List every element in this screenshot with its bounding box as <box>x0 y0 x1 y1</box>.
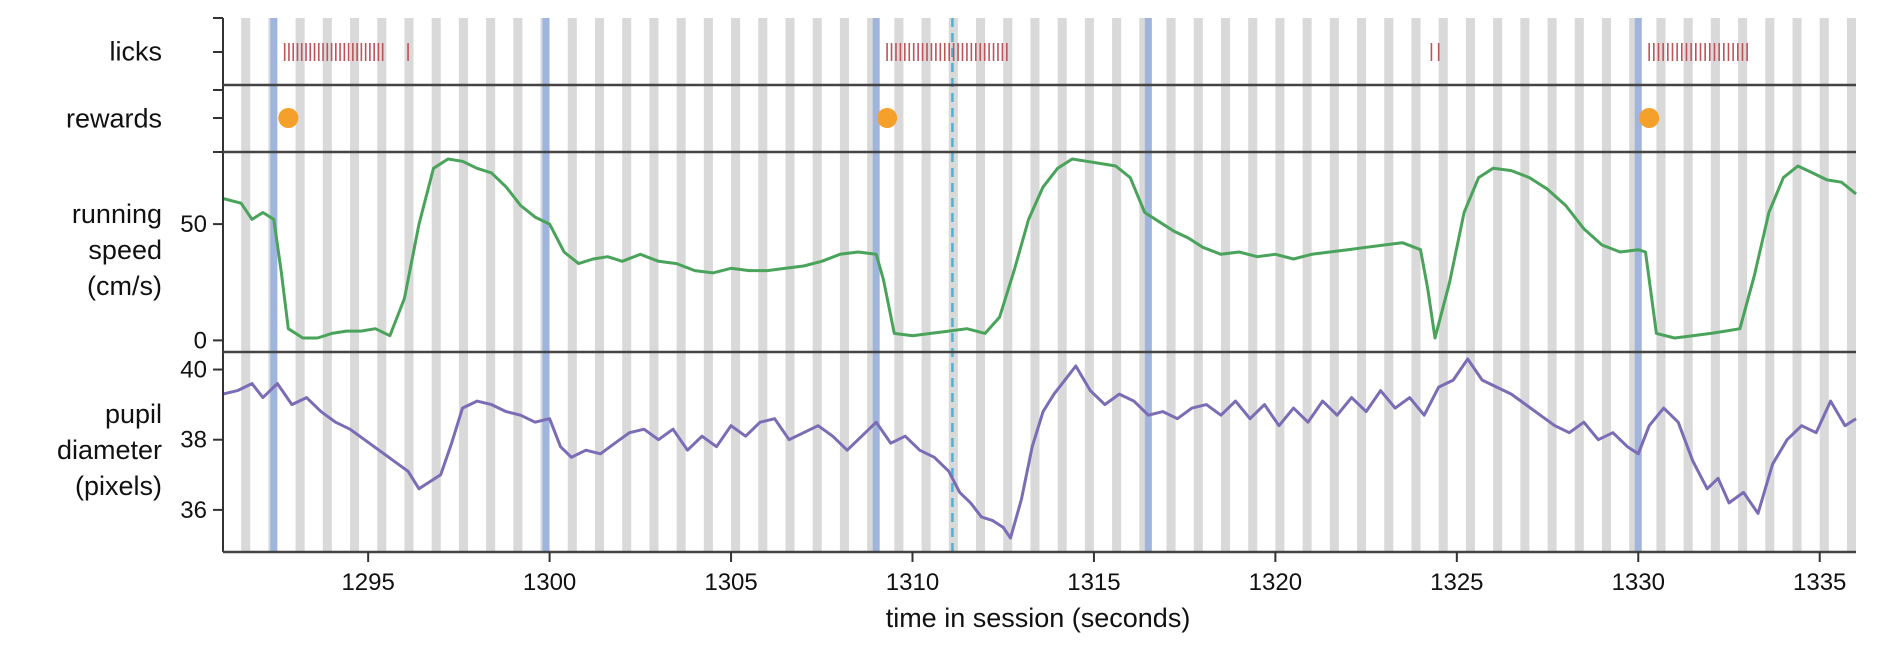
stimulus-flash <box>350 18 360 552</box>
y-tick-label-running: 0 <box>194 327 207 354</box>
stimulus-flash <box>1819 18 1829 552</box>
stimulus-flash <box>622 18 632 552</box>
stimulus-flash <box>1411 18 1421 552</box>
stimulus-flash <box>894 18 904 552</box>
x-tick-label: 1305 <box>704 569 757 596</box>
stimulus-flash <box>1574 18 1584 552</box>
x-tick-label: 1320 <box>1249 569 1302 596</box>
x-tick-label: 1295 <box>341 569 394 596</box>
stimulus-flash <box>1329 18 1339 552</box>
panel-label-licks: licks <box>110 37 163 67</box>
stimulus-flash <box>1846 18 1856 552</box>
stimulus-flash <box>404 18 414 552</box>
stimulus-flash <box>1765 18 1775 552</box>
y-tick-label-pupil: 36 <box>180 497 207 524</box>
reward-marker <box>877 108 898 128</box>
stimulus-flash <box>567 18 577 552</box>
running-trace <box>222 157 1857 340</box>
stimulus-flash <box>486 18 496 552</box>
x-tick-label: 1325 <box>1430 569 1483 596</box>
stimulus-flash <box>1057 18 1067 552</box>
x-tick-label: 1330 <box>1612 569 1665 596</box>
stimulus-flash <box>812 18 822 552</box>
stimulus-flash <box>867 18 877 552</box>
stimulus-flash <box>295 18 305 552</box>
stimulus-flash <box>1547 18 1557 552</box>
stimulus-flash <box>1738 18 1748 552</box>
axes-layer <box>213 17 1856 562</box>
stimulus-flash <box>1302 18 1312 552</box>
stimulus-flash <box>1710 18 1720 552</box>
stimulus-flash <box>676 18 686 552</box>
panel-label-running: (cm/s) <box>87 271 162 301</box>
stimulus-flash <box>1384 18 1394 552</box>
y-tick-label-running: 50 <box>180 211 207 238</box>
reward-marker <box>1639 108 1660 128</box>
stimulus-flash <box>1030 18 1040 552</box>
stimulus-flash <box>1003 18 1013 552</box>
stimulus-flash <box>458 18 468 552</box>
stimulus-flash-bands <box>241 18 1856 552</box>
stimulus-flash <box>1629 18 1639 552</box>
stimulus-flash <box>785 18 795 552</box>
stimulus-flash <box>1139 18 1149 552</box>
stimulus-flash <box>649 18 659 552</box>
x-tick-label: 1335 <box>1793 569 1846 596</box>
stimulus-flash <box>513 18 523 552</box>
data-layer <box>222 43 1857 540</box>
stimulus-flash <box>1792 18 1802 552</box>
x-tick-label: 1300 <box>523 569 576 596</box>
stimulus-flash <box>1166 18 1176 552</box>
panel-label-running: speed <box>88 235 162 265</box>
stimulus-flash <box>839 18 849 552</box>
stimulus-flash <box>1438 18 1448 552</box>
stimulus-flash <box>377 18 387 552</box>
stimulus-flash <box>1601 18 1612 552</box>
stimulus-flash <box>1656 18 1666 552</box>
stimulus-flash <box>948 18 958 552</box>
stimulus-flash <box>322 18 332 552</box>
panel-label-rewards: rewards <box>66 104 162 134</box>
panel-label-pupil: diameter <box>57 435 162 465</box>
text-layer: licks rewards running speed (cm/s) 0 50 pupil di… <box>57 37 1846 597</box>
stimulus-flash <box>1112 18 1122 552</box>
x-axis-label: time in session (seconds) <box>886 603 1191 633</box>
stimulus-flash <box>1683 18 1693 552</box>
stimulus-flash <box>1248 18 1258 552</box>
panel-label-pupil: (pixels) <box>75 471 162 501</box>
change-time-lines <box>270 18 1642 552</box>
stimulus-flash <box>758 18 768 552</box>
x-tick-label: 1310 <box>886 569 939 596</box>
stimulus-flash <box>703 18 713 552</box>
stimulus-flash <box>975 18 986 552</box>
panel-label-running: running <box>72 199 162 229</box>
stimulus-flash <box>1493 18 1503 552</box>
stimulus-flash <box>594 18 605 552</box>
stimulus-flash <box>1465 18 1475 552</box>
stimulus-flash <box>1084 18 1094 552</box>
y-tick-label-pupil: 40 <box>180 357 207 384</box>
y-tick-label-pupil: 38 <box>180 427 207 454</box>
stimulus-flash <box>241 18 251 552</box>
pupil-trace <box>222 357 1857 540</box>
reward-marker <box>278 108 299 128</box>
stimulus-flash <box>1193 18 1203 552</box>
stimulus-flash <box>731 18 741 552</box>
stimulus-flash <box>1357 18 1367 552</box>
x-tick-label: 1315 <box>1067 569 1120 596</box>
panel-label-pupil: pupil <box>105 399 162 429</box>
stimulus-flash <box>921 18 931 552</box>
stimulus-flash <box>1275 18 1285 552</box>
stimulus-flash <box>1520 18 1530 552</box>
stimulus-flash <box>1220 18 1231 552</box>
stimulus-flash <box>431 18 441 552</box>
